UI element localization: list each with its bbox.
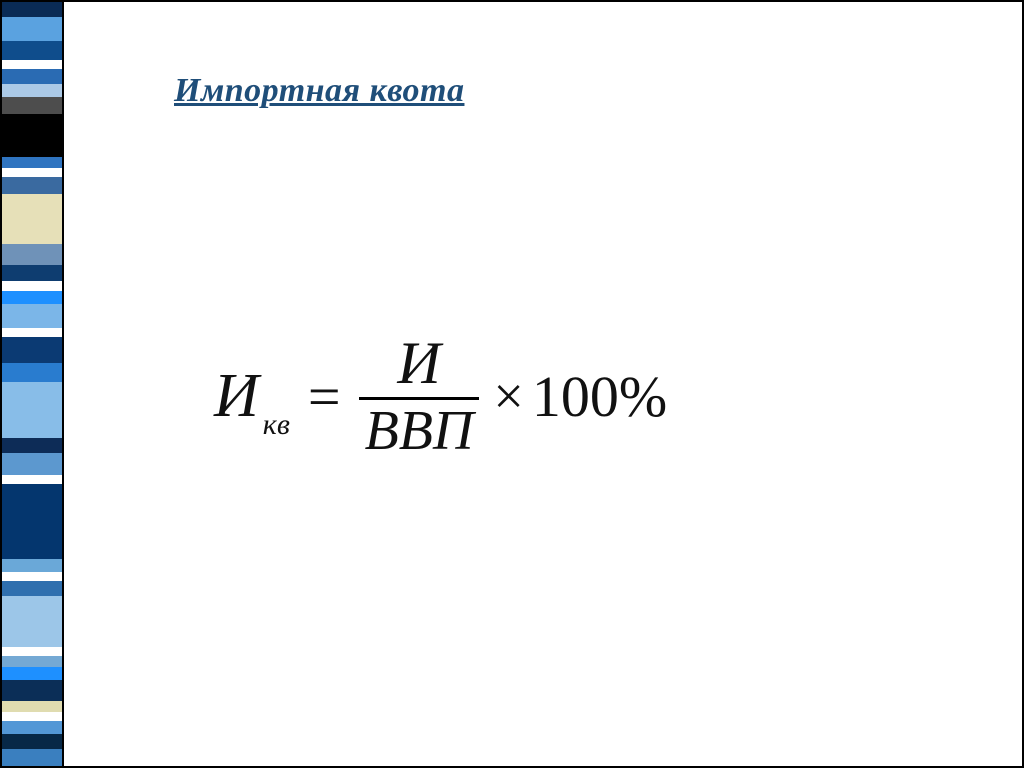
slide: Импортная квота И кв = И ВВП × 100% xyxy=(0,0,1024,768)
stripe xyxy=(2,721,62,734)
stripe xyxy=(2,60,62,69)
stripe xyxy=(2,647,62,656)
stripe xyxy=(2,438,62,453)
stripe xyxy=(2,328,62,337)
stripe xyxy=(2,712,62,721)
stripe xyxy=(2,656,62,667)
stripe xyxy=(2,168,62,177)
formula-denominator: ВВП xyxy=(359,397,480,461)
formula-lhs-symbol: И xyxy=(214,361,259,432)
stripe xyxy=(2,572,62,581)
stripe xyxy=(2,177,62,194)
stripe xyxy=(2,596,62,646)
import-quota-formula: И кв = И ВВП × 100% xyxy=(214,332,667,461)
formula-numerator: И xyxy=(387,332,450,397)
slide-content: Импортная квота И кв = И ВВП × 100% xyxy=(64,2,1022,766)
stripe xyxy=(2,475,62,484)
stripe xyxy=(2,2,62,17)
stripe xyxy=(2,114,62,157)
stripe xyxy=(2,41,62,60)
stripe xyxy=(2,581,62,596)
stripe xyxy=(2,84,62,97)
stripe xyxy=(2,680,62,700)
decorative-stripe-column xyxy=(2,2,64,766)
stripe xyxy=(2,97,62,114)
stripe xyxy=(2,382,62,438)
stripe xyxy=(2,194,62,244)
stripe xyxy=(2,157,62,168)
stripe xyxy=(2,265,62,282)
formula-lhs: И кв xyxy=(214,361,290,432)
stripe xyxy=(2,701,62,712)
stripe xyxy=(2,281,62,290)
stripe xyxy=(2,244,62,264)
stripe xyxy=(2,304,62,328)
equals-sign: = xyxy=(308,363,341,430)
stripe xyxy=(2,69,62,84)
stripe xyxy=(2,559,62,572)
stripe xyxy=(2,291,62,304)
stripe xyxy=(2,337,62,363)
stripe xyxy=(2,484,62,559)
stripe xyxy=(2,734,62,749)
stripe xyxy=(2,363,62,382)
formula-tail: 100% xyxy=(532,363,667,430)
formula-lhs-subscript: кв xyxy=(263,408,290,442)
formula-fraction: И ВВП xyxy=(359,332,480,461)
multiply-sign: × xyxy=(493,365,523,427)
stripe xyxy=(2,453,62,475)
slide-title: Импортная квота xyxy=(174,72,962,110)
stripe xyxy=(2,17,62,41)
stripe xyxy=(2,667,62,680)
stripe xyxy=(2,749,62,766)
